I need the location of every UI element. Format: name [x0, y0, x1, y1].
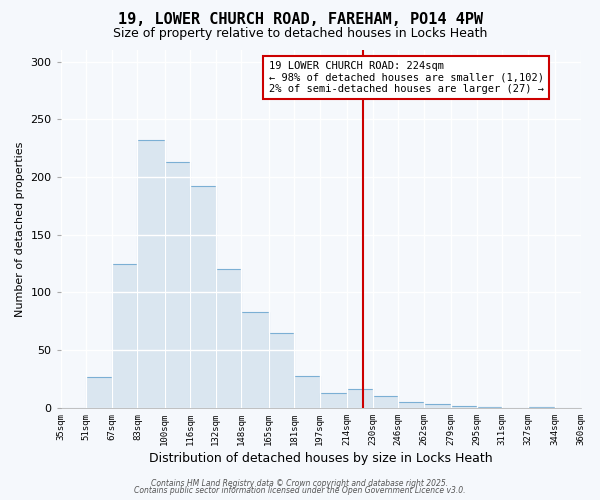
- Bar: [216, 270, 241, 408]
- Bar: [137, 140, 164, 408]
- Bar: [398, 402, 424, 408]
- Bar: [373, 396, 398, 408]
- Text: Size of property relative to detached houses in Locks Heath: Size of property relative to detached ho…: [113, 28, 487, 40]
- Bar: [424, 404, 451, 408]
- X-axis label: Distribution of detached houses by size in Locks Heath: Distribution of detached houses by size …: [149, 452, 493, 465]
- Bar: [451, 406, 476, 408]
- Bar: [269, 333, 294, 408]
- Bar: [347, 390, 373, 408]
- Bar: [86, 377, 112, 408]
- Bar: [294, 376, 320, 408]
- Bar: [528, 407, 555, 408]
- Bar: [164, 162, 190, 408]
- Bar: [241, 312, 269, 408]
- Bar: [320, 393, 347, 408]
- Text: 19 LOWER CHURCH ROAD: 224sqm
← 98% of detached houses are smaller (1,102)
2% of : 19 LOWER CHURCH ROAD: 224sqm ← 98% of de…: [269, 60, 544, 94]
- Text: 19, LOWER CHURCH ROAD, FAREHAM, PO14 4PW: 19, LOWER CHURCH ROAD, FAREHAM, PO14 4PW: [118, 12, 482, 28]
- Text: Contains public sector information licensed under the Open Government Licence v3: Contains public sector information licen…: [134, 486, 466, 495]
- Bar: [476, 407, 502, 408]
- Text: Contains HM Land Registry data © Crown copyright and database right 2025.: Contains HM Land Registry data © Crown c…: [151, 478, 449, 488]
- Bar: [190, 186, 216, 408]
- Y-axis label: Number of detached properties: Number of detached properties: [15, 142, 25, 316]
- Bar: [112, 264, 137, 408]
